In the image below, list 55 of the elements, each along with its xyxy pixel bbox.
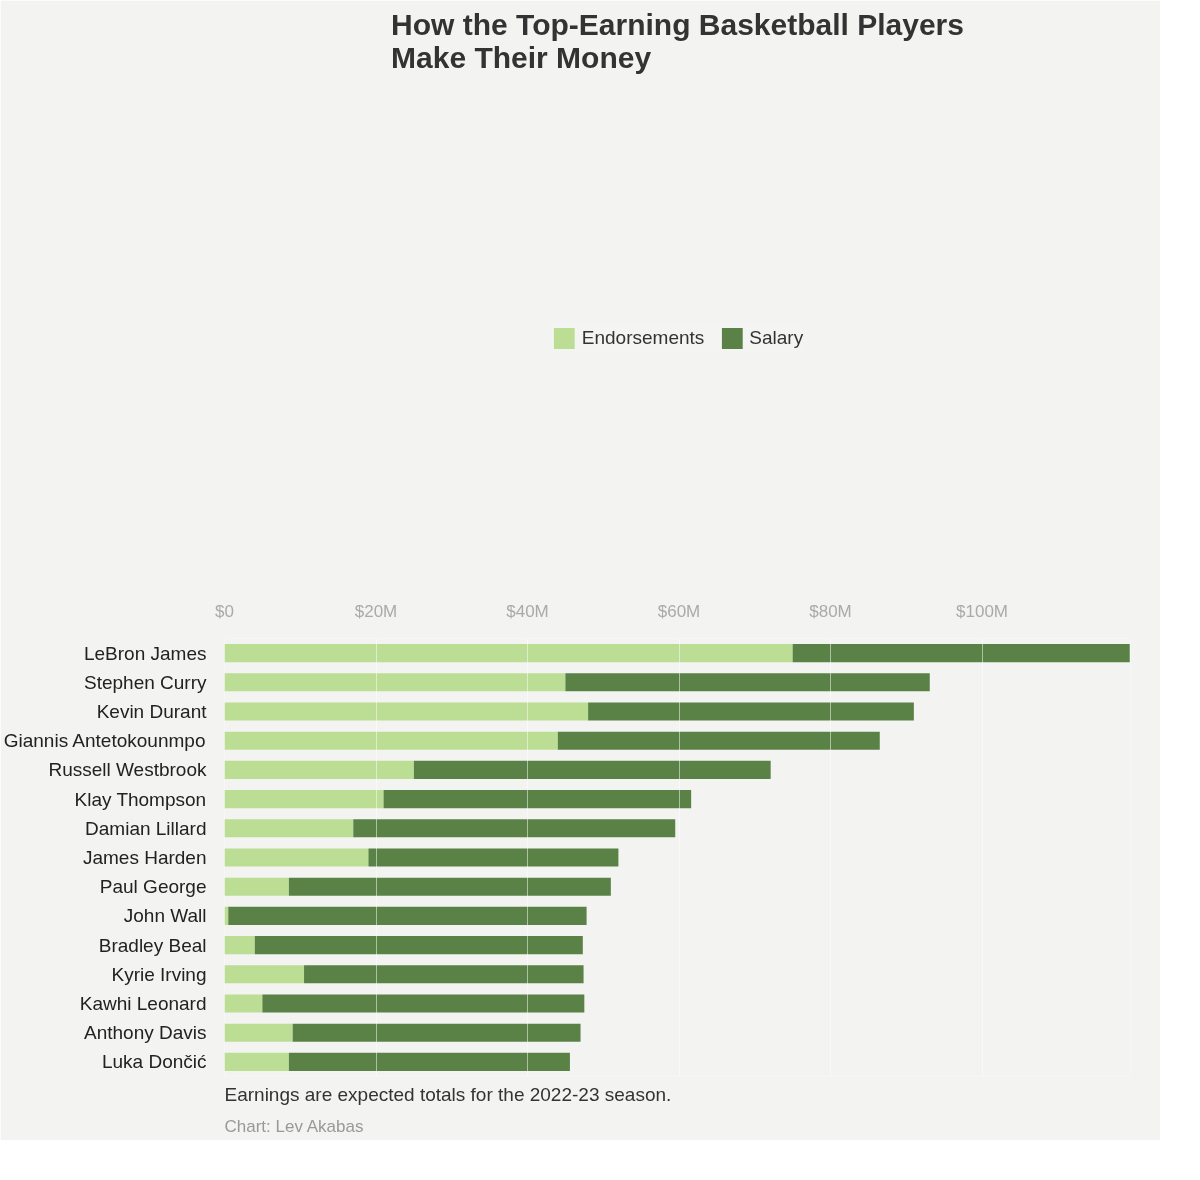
legend-label: Salary [749, 326, 804, 349]
y-tick-label: Stephen Curry [83, 671, 207, 693]
x-tick-label: $40M [506, 601, 549, 621]
y-tick-label: Giannis Antetokounmpo [3, 730, 206, 752]
bar [288, 877, 611, 896]
y-tick-label: Kawhi Leonard [79, 993, 207, 1014]
bar [353, 819, 676, 838]
y-tick-label: Bradley Beal [98, 934, 207, 956]
bar [224, 936, 255, 955]
y-tick-label: James Harden [82, 847, 207, 868]
bar [383, 790, 692, 809]
bar [588, 702, 914, 721]
x-tick-label: $60M [657, 601, 701, 621]
y-tick-label: John Wall [123, 905, 207, 927]
bar [224, 819, 354, 838]
bar [224, 994, 263, 1013]
bar [224, 1023, 293, 1042]
bar [228, 906, 587, 925]
bar [224, 965, 305, 984]
bar [792, 644, 1130, 663]
bar [557, 731, 880, 750]
bar [413, 760, 771, 779]
bar [224, 877, 289, 896]
text: Chart: Lev Akabas [224, 1116, 364, 1136]
y-tick-label: Anthony Davis [83, 1022, 207, 1044]
bar [224, 673, 566, 692]
bar [224, 1052, 289, 1071]
bar [224, 848, 369, 867]
y-tick-label: Russell Westbrook [48, 759, 207, 781]
legend-label: Endorsements [581, 326, 705, 349]
x-tick-label: $100M [956, 601, 1009, 621]
y-tick-label: Paul George [99, 876, 207, 898]
bar [565, 673, 930, 692]
x-tick-label: $20M [354, 601, 398, 621]
bar [224, 790, 384, 809]
bar [224, 760, 414, 779]
bar [262, 994, 585, 1013]
chart-title: How the Top-Earning Basketball Players Make Their Money [391, 7, 964, 74]
bar [224, 731, 558, 750]
y-tick-label: Klay Thompson [74, 788, 207, 810]
bar [288, 1052, 570, 1071]
bar [224, 644, 793, 663]
x-tick-label: $0 [215, 601, 234, 621]
y-tick-label: LeBron James [83, 642, 207, 664]
y-tick-label: Damian Lillard [85, 817, 207, 839]
bar [368, 848, 619, 867]
y-tick-label: Kevin Durant [96, 701, 208, 722]
text: Earnings are expected totals for the 2022-23 season. [224, 1083, 672, 1105]
y-tick-label: Luka Dončić [101, 1051, 207, 1073]
y-tick-label: Kyrie Irving [111, 963, 207, 985]
bar [224, 702, 589, 721]
bar [292, 1023, 581, 1042]
x-tick-label: $80M [809, 601, 852, 621]
bar [254, 936, 583, 955]
bar [304, 965, 584, 984]
